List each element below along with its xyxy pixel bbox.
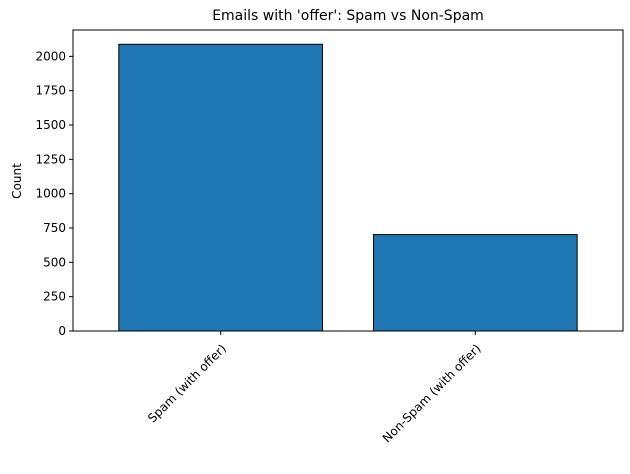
- y-tick-label: 1250: [35, 152, 66, 166]
- y-tick-label: 0: [58, 324, 66, 338]
- y-axis-label: Count: [10, 163, 24, 199]
- x-tick-label: Spam (with offer): [145, 341, 229, 425]
- bar-1: [372, 234, 578, 332]
- y-tick-label: 750: [43, 221, 66, 235]
- plot-frame: [72, 29, 624, 332]
- y-tick-label: 1000: [35, 187, 66, 201]
- y-tick-label: 1750: [35, 84, 66, 98]
- y-tick-label: 2000: [35, 49, 66, 63]
- y-tick-label: 1500: [35, 118, 66, 132]
- x-axis-ticks: Spam (with offer) Non-Spam (with offer): [145, 331, 484, 445]
- y-tick-label: 500: [43, 255, 66, 269]
- chart-title: Emails with 'offer': Spam vs Non-Spam: [212, 8, 484, 24]
- bar-0: [118, 43, 324, 332]
- bars-group: [118, 43, 578, 332]
- x-tick-label: Non-Spam (with offer): [380, 341, 484, 445]
- y-tick-label: 250: [43, 290, 66, 304]
- y-axis-ticks: 0 250 500 750 1000 1250 1500 1750 2000: [35, 49, 73, 338]
